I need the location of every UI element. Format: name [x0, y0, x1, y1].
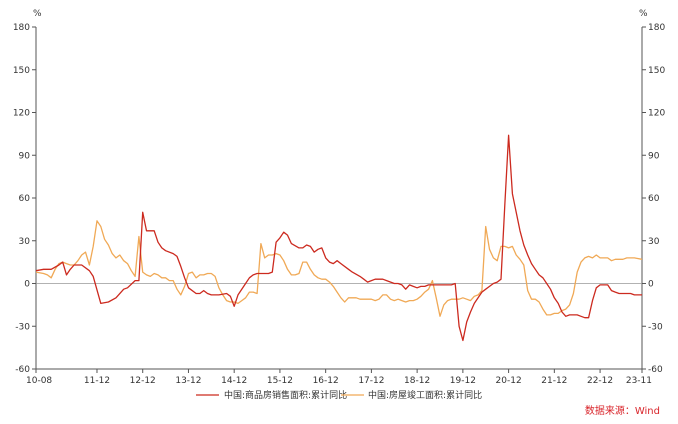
y-tick-left-label: 30 [19, 237, 31, 247]
x-tick-label: 15-12 [267, 376, 293, 386]
y-tick-left-label: -30 [15, 322, 30, 332]
x-tick-label: 17-12 [358, 376, 384, 386]
y-tick-right-label: -30 [648, 322, 663, 332]
x-tick-label: 18-12 [404, 376, 430, 386]
y-tick-right-label: 180 [648, 23, 665, 33]
y-tick-left-label: 120 [13, 109, 30, 119]
y-tick-right-label: 90 [648, 151, 660, 161]
x-tick-label: 23-11 [626, 376, 652, 386]
legend: 中国:商品房销售面积:累计同比 中国:房屋竣工面积:累计同比 [196, 389, 482, 401]
legend-label-series2: 中国:房屋竣工面积:累计同比 [368, 389, 482, 401]
y-tick-left-label: 180 [13, 23, 30, 33]
y-tick-right-label: 30 [648, 237, 660, 247]
x-tick-label: 21-12 [541, 376, 567, 386]
series-line-2 [35, 220, 643, 317]
y-tick-left-label: 90 [19, 151, 31, 161]
x-tick-label: 11-12 [84, 376, 110, 386]
y-axis-left-unit: % [33, 9, 42, 19]
axes [35, 27, 643, 370]
x-tick-label: 19-12 [450, 376, 476, 386]
y-tick-left-label: 150 [13, 66, 30, 76]
y-tick-right-label: 60 [648, 194, 660, 204]
x-tick-label: 22-12 [587, 376, 613, 386]
y-tick-left-label: 0 [24, 280, 30, 290]
legend-label-series1: 中国:商品房销售面积:累计同比 [224, 389, 347, 401]
y-tick-right-label: 150 [648, 66, 665, 76]
x-tick-label: 20-12 [496, 376, 522, 386]
x-tick-label: 12-12 [130, 376, 156, 386]
y-tick-left-label: -60 [15, 365, 30, 375]
y-axis-left-ticks: -60 -30 0 30 60 90 120 150 180 [13, 23, 36, 375]
y-tick-right-label: 0 [648, 280, 654, 290]
x-tick-label: 13-12 [175, 376, 201, 386]
data-source-note: 数据来源：Wind [585, 404, 660, 417]
y-tick-right-label: -60 [648, 365, 663, 375]
y-axis-right-ticks: -60 -30 0 30 60 90 120 150 180 [642, 23, 665, 375]
y-tick-right-label: 120 [648, 109, 665, 119]
series-line-1 [35, 134, 642, 342]
y-tick-left-label: 60 [19, 194, 31, 204]
series-lines [35, 134, 643, 342]
x-tick-label: 10-08 [26, 376, 52, 386]
x-tick-label: 14-12 [221, 376, 247, 386]
y-axis-right-unit: % [639, 9, 648, 19]
x-tick-label: 16-12 [313, 376, 339, 386]
x-axis-ticks: 10-08 11-12 12-12 13-12 14-12 15-12 16-12 17-12… [26, 369, 652, 386]
